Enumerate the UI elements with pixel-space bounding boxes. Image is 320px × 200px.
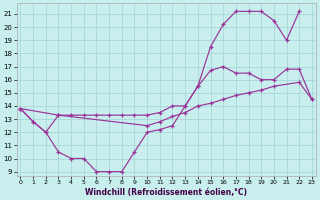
X-axis label: Windchill (Refroidissement éolien,°C): Windchill (Refroidissement éolien,°C): [85, 188, 247, 197]
